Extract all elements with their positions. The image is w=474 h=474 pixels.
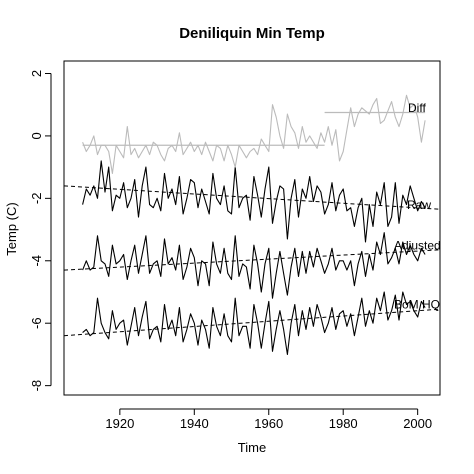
x-tick-label: 2000	[403, 416, 432, 431]
y-tick-label: 2	[29, 70, 44, 77]
series-line-bom-hq	[82, 291, 426, 355]
series-line-adjusted	[82, 232, 426, 299]
y-axis: -8 -6 -4 -2 0 2	[29, 70, 52, 392]
plot-area-frame	[63, 60, 441, 396]
series-label-adjusted: Adjusted	[394, 238, 441, 252]
x-axis: 1920 1940 1960 1980 2000	[105, 408, 432, 431]
series-label-diff: Diff	[408, 101, 426, 115]
series-line-raw	[82, 160, 426, 243]
y-tick-label: -4	[29, 255, 44, 267]
y-tick-label: 0	[29, 132, 44, 139]
y-tick-label: -2	[29, 193, 44, 205]
series-label-bom-hq: BoM HQ	[394, 298, 440, 312]
x-tick-label: 1940	[180, 416, 209, 431]
y-axis-label: Temp (C)	[4, 202, 19, 255]
series-layer: Raw Adjusted BoM HQ Diff	[64, 94, 441, 355]
chart-title: Deniliquin Min Temp	[179, 25, 325, 42]
x-axis-label: Time	[238, 440, 266, 455]
y-tick-label: -6	[29, 317, 44, 329]
x-tick-label: 1980	[329, 416, 358, 431]
x-tick-label: 1960	[254, 416, 283, 431]
y-tick-label: -8	[29, 380, 44, 392]
x-tick-label: 1920	[105, 416, 134, 431]
series-label-raw: Raw	[407, 198, 431, 212]
